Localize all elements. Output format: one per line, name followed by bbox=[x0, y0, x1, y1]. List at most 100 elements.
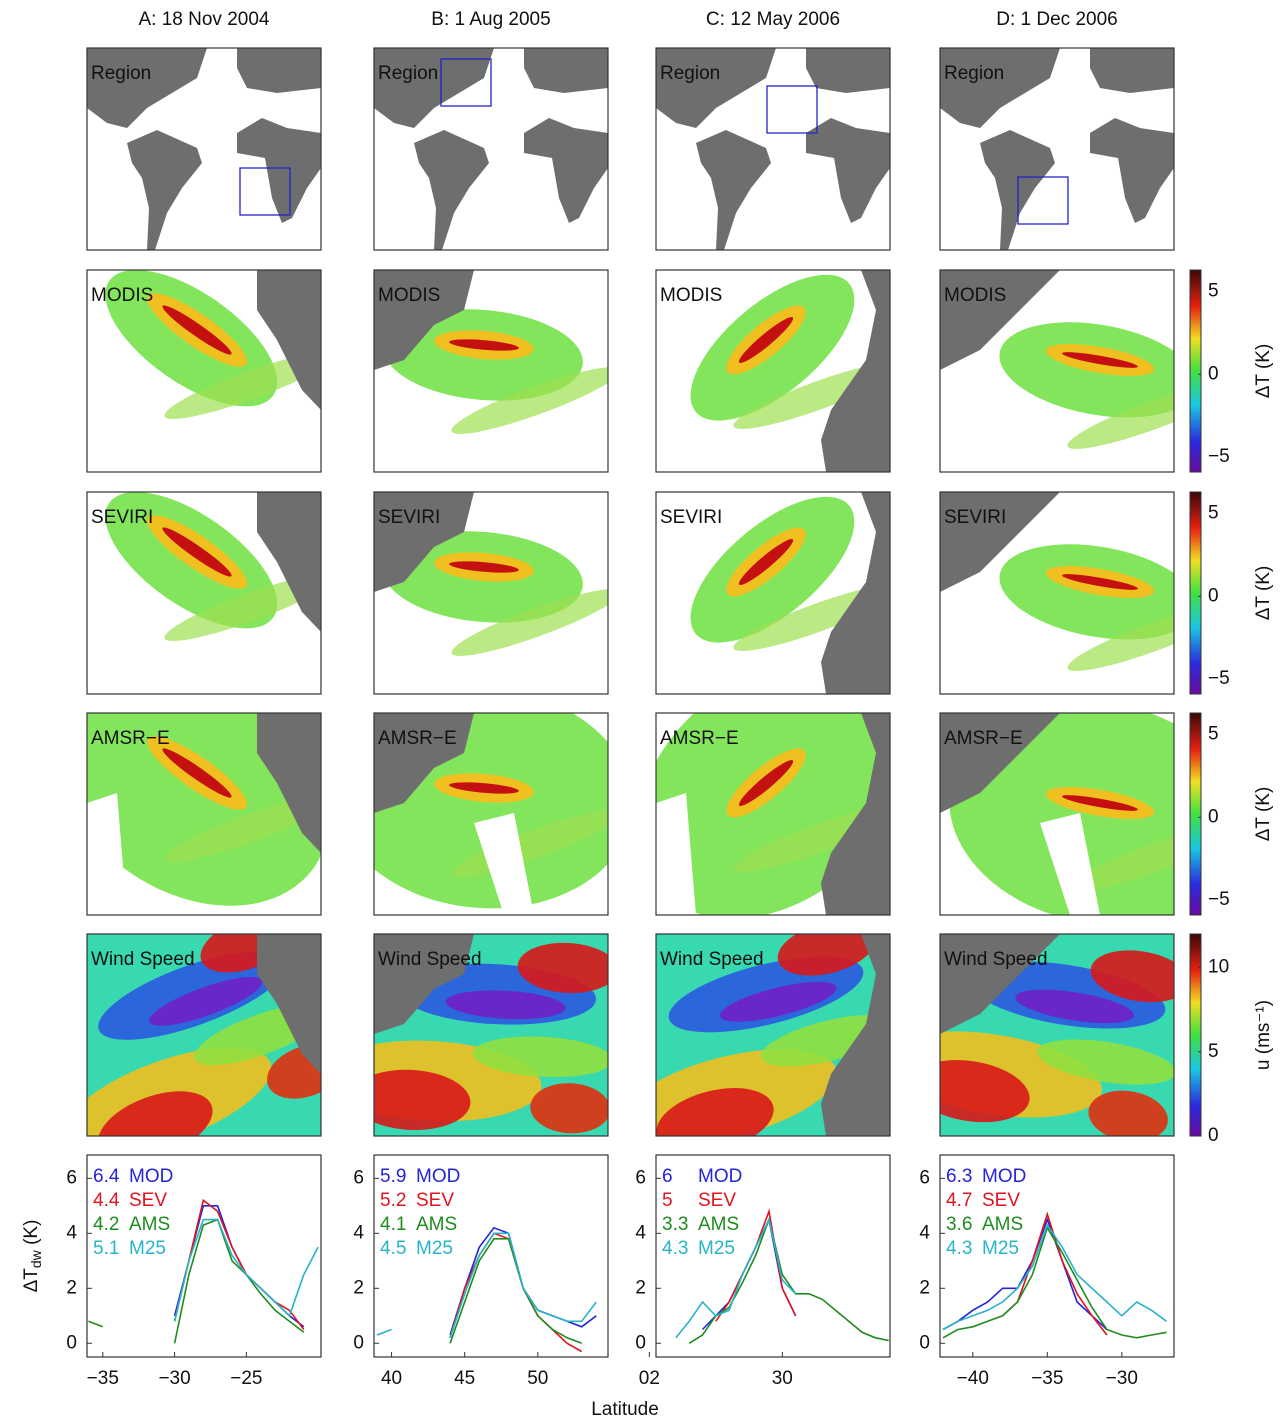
map-panel bbox=[656, 934, 890, 1136]
land bbox=[374, 492, 474, 592]
wind-blob bbox=[149, 977, 263, 1026]
row-label: Wind Speed bbox=[378, 949, 482, 970]
map-panel bbox=[87, 934, 321, 1136]
land bbox=[414, 130, 489, 250]
series-line bbox=[449, 1238, 582, 1345]
legend-value: 5.2 bbox=[380, 1190, 406, 1211]
panel-frame bbox=[939, 491, 1175, 695]
y-tick-label: 4 bbox=[919, 1222, 930, 1243]
y-tick-label: 6 bbox=[919, 1167, 930, 1188]
y-tick-label: 0 bbox=[919, 1332, 930, 1353]
land bbox=[524, 118, 608, 223]
region-box bbox=[239, 167, 291, 216]
map-content bbox=[656, 713, 890, 915]
hot bbox=[738, 539, 794, 585]
wind-blob bbox=[656, 1088, 774, 1136]
row-label: AMSR−E bbox=[660, 728, 739, 749]
y-axis-label: ΔTdw (K) bbox=[21, 1220, 44, 1293]
hot bbox=[449, 339, 519, 351]
legend-label: SEV bbox=[416, 1190, 454, 1211]
map-content bbox=[87, 492, 321, 694]
colorbar-tick-label: 0 bbox=[1208, 363, 1219, 384]
panel-frame bbox=[655, 47, 891, 251]
series-line bbox=[688, 1216, 889, 1344]
field bbox=[451, 589, 608, 656]
plot-area bbox=[376, 1226, 597, 1353]
colorbar bbox=[1189, 491, 1202, 695]
wind-blob bbox=[1090, 950, 1174, 1003]
wind-blob bbox=[1015, 989, 1134, 1024]
map-content bbox=[87, 48, 321, 250]
legend-label: MOD bbox=[416, 1166, 460, 1187]
colorbar-tick-label: 10 bbox=[1208, 957, 1229, 978]
map-content bbox=[656, 48, 890, 250]
row-label: MODIS bbox=[660, 285, 722, 306]
map-content bbox=[656, 492, 890, 694]
map-content bbox=[940, 934, 1174, 1136]
wind-blob bbox=[374, 1069, 471, 1130]
field bbox=[1067, 382, 1174, 449]
map-content bbox=[940, 48, 1174, 250]
legend-label: AMS bbox=[982, 1214, 1023, 1235]
swath-gap bbox=[1040, 813, 1100, 915]
series-line bbox=[942, 1217, 1108, 1331]
x-tick-label: 40 bbox=[381, 1368, 402, 1389]
row-label: MODIS bbox=[944, 285, 1006, 306]
land bbox=[821, 713, 890, 915]
legend-label: AMS bbox=[416, 1214, 457, 1235]
y-label-unit: (K) bbox=[21, 1220, 42, 1251]
y-tick-label: 2 bbox=[635, 1277, 646, 1298]
x-tick-label: −30 bbox=[1106, 1368, 1138, 1389]
row-label: Region bbox=[91, 63, 151, 84]
land bbox=[1090, 48, 1174, 93]
legend-value: 6.3 bbox=[946, 1166, 972, 1187]
panel-frame bbox=[939, 712, 1175, 916]
hot bbox=[1062, 795, 1138, 811]
panel-frame bbox=[939, 933, 1175, 1137]
colorbar bbox=[1189, 712, 1202, 916]
y-tick-label: 6 bbox=[353, 1167, 364, 1188]
row-label: Wind Speed bbox=[91, 949, 195, 970]
legend-value: 5.9 bbox=[380, 1166, 406, 1187]
colorbar bbox=[1189, 269, 1202, 473]
wind-blob bbox=[719, 981, 837, 1022]
series-line bbox=[173, 1198, 305, 1330]
y-tick-label: 0 bbox=[635, 1332, 646, 1353]
x-tick-label: 30 bbox=[772, 1368, 793, 1389]
colorbar-tick-label: −5 bbox=[1208, 446, 1230, 467]
map-panel bbox=[87, 492, 321, 694]
map-content bbox=[374, 492, 608, 694]
land bbox=[940, 934, 1060, 1034]
map-content bbox=[374, 270, 608, 472]
plot-area bbox=[942, 1211, 1167, 1339]
wind-blob bbox=[760, 1014, 890, 1067]
x-axis-label: Latitude bbox=[591, 1399, 659, 1420]
colorbar-label: u (ms⁻¹) bbox=[1253, 1000, 1274, 1070]
land bbox=[940, 492, 1060, 592]
wind-blob bbox=[445, 990, 566, 1020]
wind-blob bbox=[777, 934, 876, 976]
panel-frame bbox=[373, 47, 609, 251]
legend-value: 4.1 bbox=[380, 1214, 406, 1235]
colorbar-tick-label: 0 bbox=[1208, 1125, 1219, 1146]
y-label-main: ΔT bbox=[21, 1268, 42, 1293]
x-tick-label: −35 bbox=[1031, 1368, 1063, 1389]
wind-blob bbox=[517, 942, 608, 994]
map-content bbox=[940, 713, 1174, 915]
map-panel bbox=[656, 48, 890, 250]
series-line bbox=[675, 1217, 797, 1339]
land bbox=[257, 270, 321, 410]
legend-value: 4.5 bbox=[380, 1238, 406, 1259]
land bbox=[237, 118, 321, 223]
map-panel bbox=[940, 713, 1174, 915]
map-content bbox=[87, 270, 321, 472]
swath-gap bbox=[87, 793, 127, 915]
wind-blob bbox=[267, 1044, 321, 1099]
map-content bbox=[940, 492, 1174, 694]
legend-value: 5.1 bbox=[93, 1238, 119, 1259]
legend-label: AMS bbox=[129, 1214, 170, 1235]
y-label-sub: dw bbox=[28, 1249, 44, 1268]
y-tick-label: 4 bbox=[635, 1222, 646, 1243]
row-label: Region bbox=[378, 63, 438, 84]
panel-title: D: 1 Dec 2006 bbox=[996, 9, 1117, 30]
